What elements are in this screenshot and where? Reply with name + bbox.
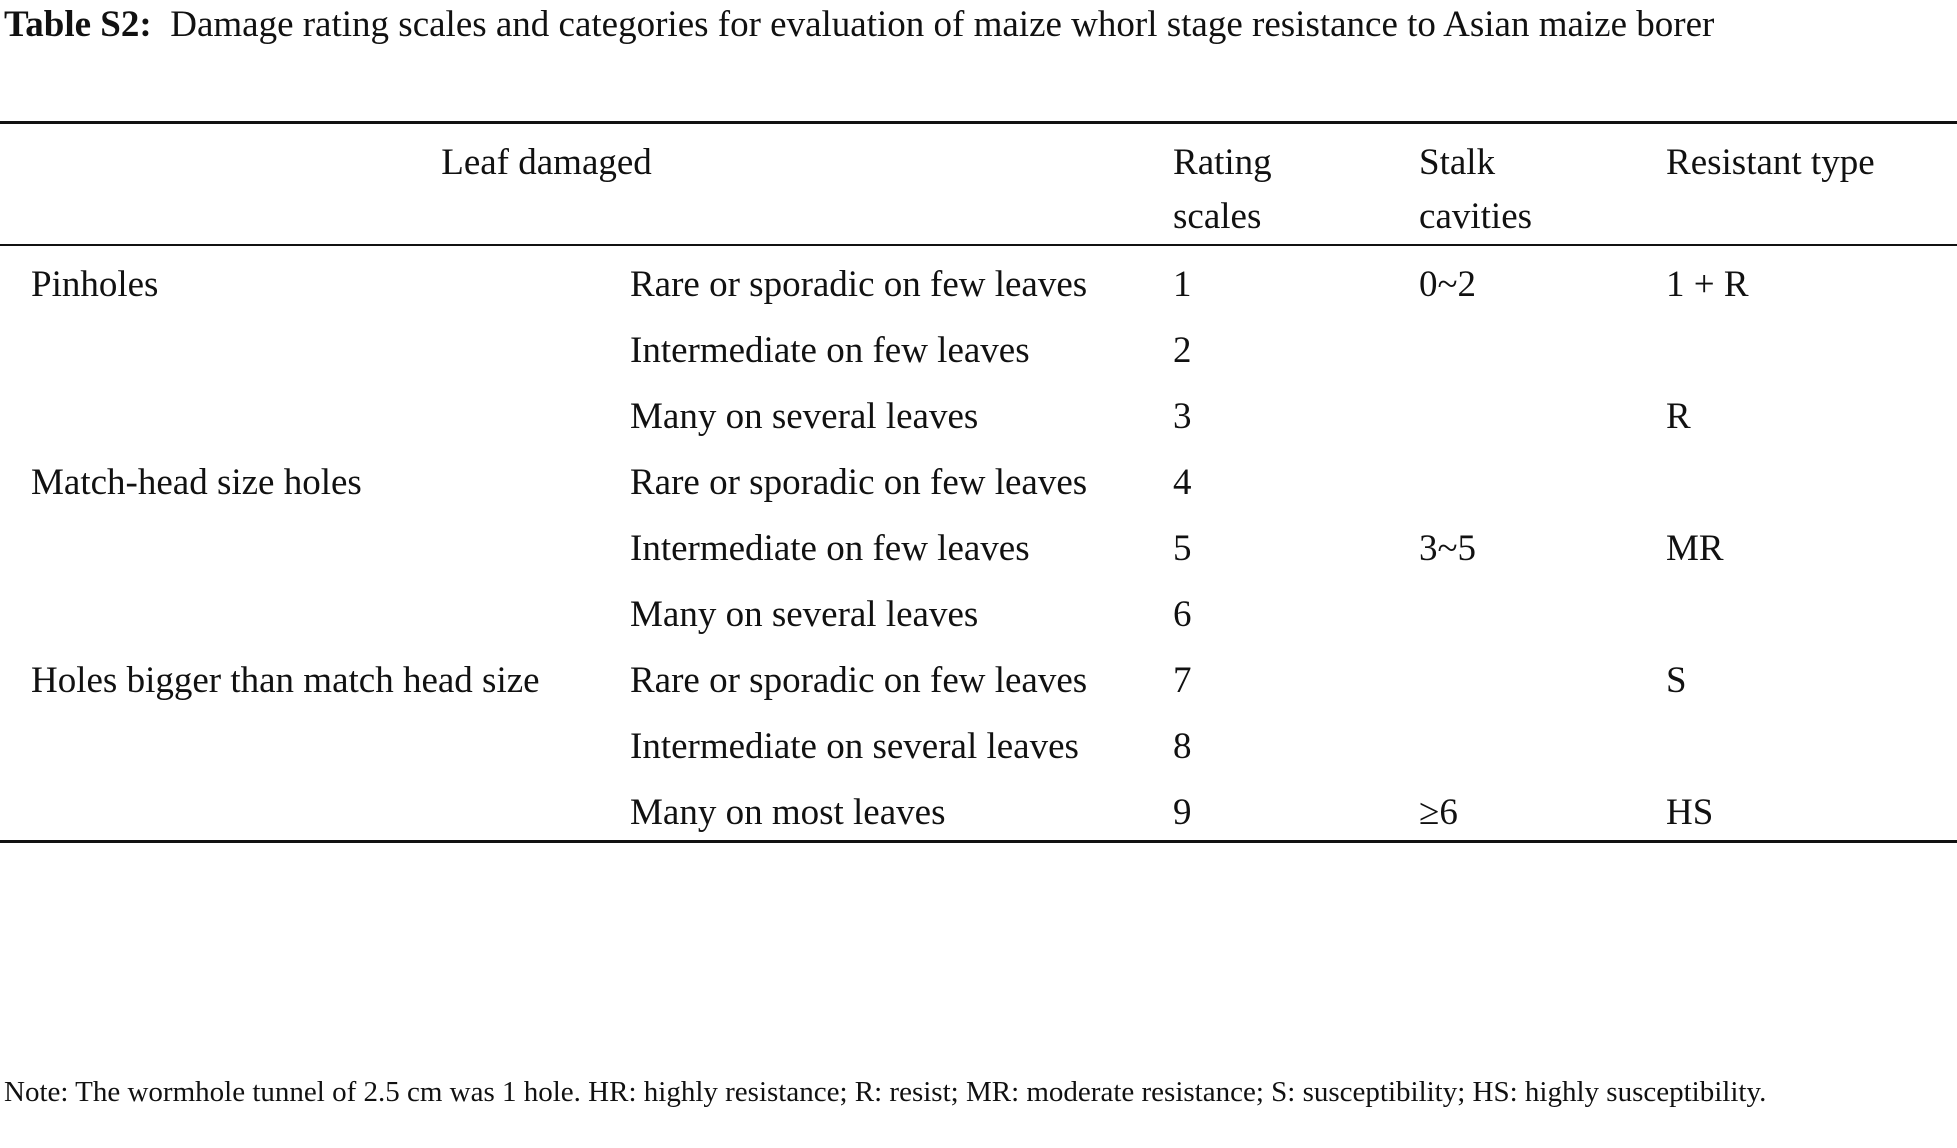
rating-cell: 1: [1173, 264, 1192, 305]
rating-cell: 4: [1173, 462, 1192, 503]
table-row: Many on several leaves 6: [0, 576, 1957, 642]
group-cell: [0, 774, 630, 842]
table-caption: Table S2: Damage rating scales and categ…: [4, 0, 1954, 50]
description-cell: Intermediate on few leaves: [630, 528, 1030, 569]
resistant-type-cell: [1666, 708, 1957, 774]
rating-cell: 8: [1173, 726, 1192, 767]
resistant-type-cell: [1666, 444, 1957, 510]
resistant-type-cell: S: [1666, 660, 1687, 701]
stalk-cavities-cell: [1419, 312, 1666, 378]
header-stalk-cavities: Stalk cavities: [1419, 142, 1533, 237]
resistant-type-cell: 1 + R: [1666, 264, 1749, 305]
resistant-type-cell: R: [1666, 396, 1691, 437]
header-row: Leaf damaged Rating scales Stalk cavitie…: [0, 122, 1957, 245]
table-row: Intermediate on several leaves 8: [0, 708, 1957, 774]
description-cell: Intermediate on few leaves: [630, 330, 1030, 371]
table-row: Pinholes Rare or sporadic on few leaves 1 0…: [0, 245, 1957, 312]
description-cell: Rare or sporadic on few leaves: [630, 264, 1088, 305]
group-cell: [0, 708, 630, 774]
resistant-type-cell: [1666, 312, 1957, 378]
rating-cell: 5: [1173, 528, 1192, 569]
group-cell: [0, 378, 630, 444]
header-leaf-damaged: Leaf damaged: [441, 142, 652, 183]
table-row: Many on several leaves 3 R: [0, 378, 1957, 444]
resistant-type-cell: [1666, 576, 1957, 642]
caption-label: Table S2:: [4, 4, 152, 45]
description-cell: Rare or sporadic on few leaves: [630, 462, 1088, 503]
stalk-cavities-cell: 3~5: [1419, 528, 1477, 569]
stalk-cavities-cell: [1419, 378, 1666, 444]
description-cell: Many on several leaves: [630, 594, 979, 635]
resistant-type-cell: HS: [1666, 792, 1714, 833]
table-note: Note: The wormhole tunnel of 2.5 cm was …: [4, 1076, 1767, 1108]
description-cell: Many on most leaves: [630, 792, 946, 833]
group-cell: Holes bigger than match head size: [31, 660, 540, 701]
table-row: Many on most leaves 9 ≥6 HS: [0, 774, 1957, 842]
rating-cell: 3: [1173, 396, 1192, 437]
rating-cell: 9: [1173, 792, 1192, 833]
damage-rating-table: Leaf damaged Rating scales Stalk cavitie…: [0, 121, 1957, 843]
group-cell: [0, 510, 630, 576]
table-row: Intermediate on few leaves 5 3~5 MR: [0, 510, 1957, 576]
description-cell: Many on several leaves: [630, 396, 979, 437]
header-rating-scales: Rating scales: [1173, 142, 1272, 237]
stalk-cavities-cell: ≥6: [1419, 792, 1458, 833]
table-row: Holes bigger than match head size Rare or…: [0, 642, 1957, 708]
group-cell: Match-head size holes: [31, 462, 362, 503]
table-row: Match-head size holes Rare or sporadic on…: [0, 444, 1957, 510]
header-resistant-type: Resistant type: [1666, 142, 1875, 183]
stalk-cavities-cell: [1419, 708, 1666, 774]
resistant-type-cell: MR: [1666, 528, 1724, 569]
stalk-cavities-cell: [1419, 642, 1666, 708]
rating-cell: 2: [1173, 330, 1192, 371]
rating-cell: 6: [1173, 594, 1192, 635]
caption-text: Damage rating scales and categories for …: [170, 4, 1715, 45]
description-cell: Rare or sporadic on few leaves: [630, 660, 1088, 701]
group-cell: [0, 312, 630, 378]
stalk-cavities-cell: 0~2: [1419, 264, 1477, 305]
table-row: Intermediate on few leaves 2: [0, 312, 1957, 378]
rating-cell: 7: [1173, 660, 1192, 701]
stalk-cavities-cell: [1419, 576, 1666, 642]
description-cell: Intermediate on several leaves: [630, 726, 1079, 767]
group-cell: Pinholes: [31, 264, 159, 305]
stalk-cavities-cell: [1419, 444, 1666, 510]
group-cell: [0, 576, 630, 642]
